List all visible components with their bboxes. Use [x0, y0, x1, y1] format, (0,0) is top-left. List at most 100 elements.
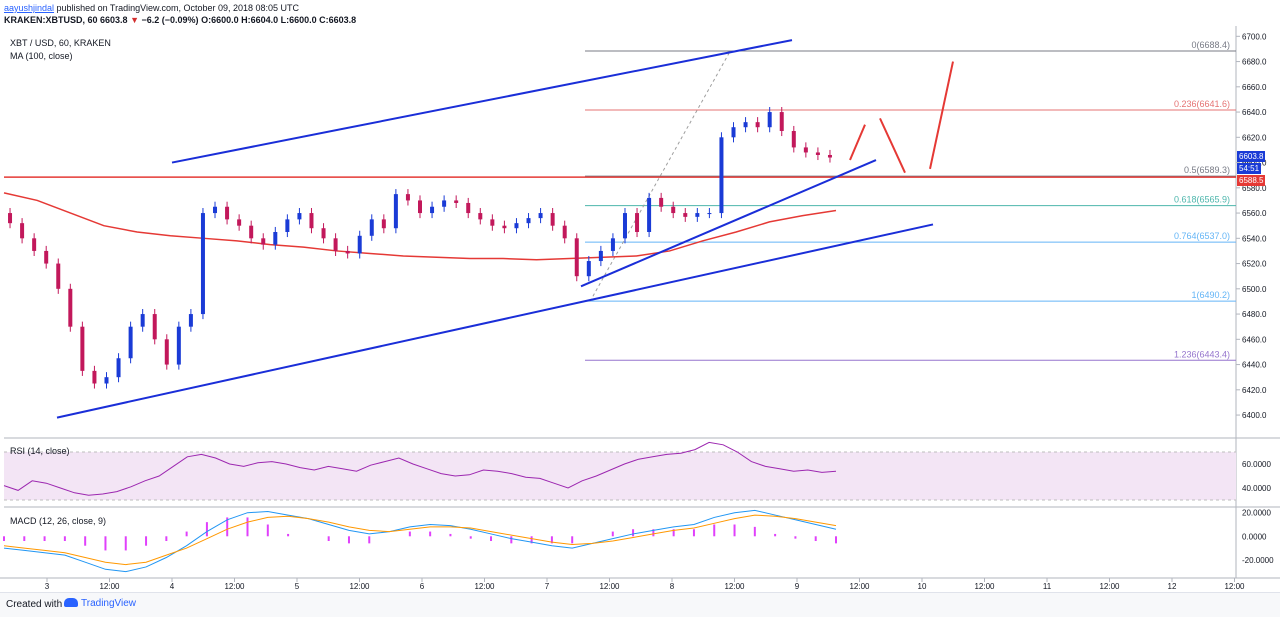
candle-body: [80, 326, 85, 371]
candle-body: [104, 377, 109, 384]
candle-body: [321, 228, 326, 239]
candle-body: [586, 261, 591, 277]
price-tick-label: 6620.0: [1242, 133, 1267, 142]
time-tick-label: 12:00: [724, 582, 745, 591]
time-tick-label: 11: [1043, 582, 1052, 591]
candle-body: [779, 112, 784, 131]
time-tick-label: 3: [45, 582, 50, 591]
time-tick-label: 12:00: [224, 582, 245, 591]
macd-legend[interactable]: MACD (12, 26, close, 9): [10, 516, 107, 526]
candle-body: [430, 206, 435, 214]
price-tick-label: 6640.0: [1242, 108, 1267, 117]
fib-level-label: 0.236(6641.6): [1174, 99, 1230, 109]
candle-body: [249, 225, 254, 239]
candle-body: [297, 213, 302, 220]
price-chart-svg[interactable]: 6700.06680.06660.06640.06620.06600.06580…: [0, 26, 1280, 592]
candle-body: [200, 213, 205, 315]
candle-body: [20, 223, 25, 239]
price-tick-label: 6580.0: [1242, 184, 1267, 193]
projection-path: [879, 117, 906, 174]
projection-path: [849, 124, 866, 161]
candle-body: [357, 235, 362, 254]
candle-body: [562, 225, 567, 239]
candle-body: [345, 250, 350, 254]
time-tick-label: 8: [670, 582, 675, 591]
candle-body: [743, 122, 748, 128]
chart-area[interactable]: 6700.06680.06660.06640.06620.06600.06580…: [0, 26, 1280, 592]
price-tick-label: 6540.0: [1242, 234, 1267, 243]
candle-body: [44, 250, 49, 264]
time-tick-label: 5: [295, 582, 300, 591]
price-tick-label: 6660.0: [1242, 83, 1267, 92]
candle-body: [574, 238, 579, 277]
time-tick-label: 12:00: [474, 582, 495, 591]
candle-body: [381, 219, 386, 229]
price-tick-label: 6400.0: [1242, 411, 1267, 420]
rsi-tick-label: 40.0000: [1242, 484, 1271, 493]
tradingview-cloud-icon: [64, 598, 78, 607]
time-tick-label: 12:00: [974, 582, 995, 591]
candle-body: [225, 206, 230, 220]
published-text: published on TradingView.com, October 09…: [54, 3, 300, 13]
time-tick-label: 12:00: [1224, 582, 1245, 591]
publish-info: aayushjindal published on TradingView.co…: [4, 3, 299, 13]
time-tick-label: 4: [170, 582, 175, 591]
fib-level-label: 0.618(6565.9): [1174, 195, 1230, 205]
rsi-legend[interactable]: RSI (14, close): [10, 446, 70, 456]
signal-line: [3, 514, 837, 566]
time-tick-label: 12:00: [349, 582, 370, 591]
candle-body: [333, 238, 338, 251]
price-tick-label: 6480.0: [1242, 310, 1267, 319]
price-tick-label: 6520.0: [1242, 260, 1267, 269]
candle-body: [261, 238, 266, 245]
rsi-line: [3, 441, 837, 496]
candle-body: [719, 137, 724, 214]
projection-path: [929, 61, 954, 170]
price-tick-label: 6440.0: [1242, 361, 1267, 370]
candle-body: [671, 206, 676, 214]
candle-body: [309, 213, 314, 229]
chart-title: XBT / USD, 60, KRAKEN: [10, 38, 111, 48]
candle-body: [526, 218, 531, 224]
candle-body: [502, 225, 507, 229]
candle-body: [755, 122, 760, 128]
time-tick-label: 12:00: [1099, 582, 1120, 591]
candle-body: [8, 213, 13, 224]
last-price: 6603.8: [100, 15, 128, 25]
last-price-tag: 6603.8: [1237, 151, 1266, 162]
candle-body: [393, 194, 398, 229]
candle-body: [164, 339, 169, 365]
candle-body: [683, 213, 688, 217]
tradingview-logo[interactable]: TradingView: [64, 598, 136, 609]
candle-body: [237, 219, 242, 226]
price-tick-label: 6560.0: [1242, 209, 1267, 218]
candle-body: [273, 232, 278, 245]
macd-tick-label: 20.0000: [1242, 509, 1271, 518]
created-with-text: Created with: [6, 599, 63, 610]
candle-body: [538, 213, 543, 219]
candle-body: [116, 358, 121, 378]
candle-body: [176, 326, 181, 365]
candle-body: [152, 314, 157, 340]
upper-channel-line: [171, 39, 793, 164]
ma-legend[interactable]: MA (100, close): [10, 51, 73, 61]
candle-body: [610, 238, 615, 251]
ma-line: [3, 192, 837, 261]
time-tick-label: 9: [795, 582, 800, 591]
candle-body: [490, 219, 495, 226]
candle-body: [285, 219, 290, 232]
lower-channel-line: [56, 223, 934, 419]
author-link[interactable]: aayushjindal: [4, 3, 55, 13]
resistance-tag: 6588.5: [1237, 175, 1266, 186]
candle-body: [454, 200, 459, 203]
candle-body: [442, 200, 447, 207]
candle-body: [418, 200, 422, 214]
candle-body: [514, 223, 519, 229]
candle-body: [622, 213, 627, 239]
candle-body: [405, 194, 410, 201]
price-tick-label: 6700.0: [1242, 32, 1267, 41]
time-tick-label: 12:00: [849, 582, 870, 591]
candle-body: [478, 213, 483, 220]
candle-body: [213, 206, 218, 214]
candle-body: [550, 213, 555, 226]
